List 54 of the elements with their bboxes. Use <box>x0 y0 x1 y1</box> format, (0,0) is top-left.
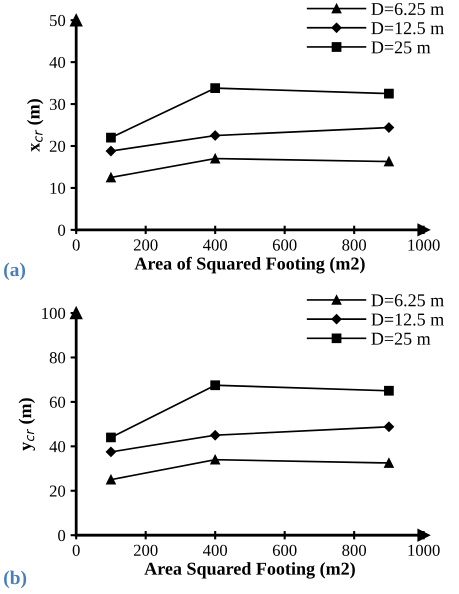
point <box>106 146 116 156</box>
point <box>106 474 116 485</box>
point <box>384 422 394 432</box>
point <box>210 380 220 390</box>
point <box>210 83 220 93</box>
x-tick-label: 0 <box>72 239 80 251</box>
y-tick-label: 0 <box>58 224 66 236</box>
point <box>384 156 394 166</box>
legend-label: D=6.25 m <box>371 2 444 16</box>
x-tick-label: 800 <box>342 544 366 556</box>
point <box>384 122 394 133</box>
point <box>384 88 394 98</box>
x-tick-label: 600 <box>272 239 297 251</box>
y-axis-title: y$_{cr}$ (m) <box>18 398 36 451</box>
point <box>210 154 220 164</box>
legend-label: D=25 m <box>371 41 430 54</box>
point <box>210 130 220 141</box>
y-tick-label: 50 <box>50 14 66 26</box>
text: (a) <box>4 262 26 280</box>
legend-label: D=12.5 m <box>371 22 444 34</box>
y-tick-label: 10 <box>50 182 66 194</box>
y-tick-label: 60 <box>50 396 66 408</box>
x-tick-label: 0 <box>72 544 80 556</box>
y-tick-label: 80 <box>50 352 66 364</box>
text: (b) <box>4 570 26 588</box>
x-tick-label: 400 <box>203 239 228 251</box>
point <box>384 458 394 468</box>
x-tick-label: 600 <box>272 544 297 556</box>
point <box>106 446 116 457</box>
legend-label: D=6.25 m <box>371 294 444 306</box>
y-tick-label: 20 <box>50 485 66 497</box>
x-tick-label: 1000 <box>408 239 440 251</box>
y-tick-label: 40 <box>49 56 66 68</box>
y-tick-label: 30 <box>50 98 66 110</box>
legend-label: D=12.5 m <box>371 313 444 326</box>
x-tick-label: 800 <box>342 239 366 251</box>
legend-label: D=25 m <box>371 332 430 345</box>
y-tick-label: 100 <box>42 308 66 319</box>
x-tick-label: 200 <box>134 544 158 556</box>
y-tick-label: 20 <box>50 140 66 152</box>
point <box>106 132 116 142</box>
x-tick-label: 1000 <box>408 544 440 556</box>
point <box>210 454 220 465</box>
x-tick-label: 400 <box>203 544 228 556</box>
y-tick-label: 40 <box>49 441 66 452</box>
x-axis-title: Area Squared Footing (m2) <box>144 562 355 579</box>
point <box>106 172 116 182</box>
point <box>106 432 116 442</box>
point <box>210 430 220 440</box>
y-axis-title: x$_{cr}$ (m) <box>26 99 44 152</box>
x-tick-label: 200 <box>134 239 158 251</box>
point <box>384 386 394 396</box>
x-axis-title: Area of Squared Footing (m2) <box>134 256 365 274</box>
y-tick-label: 0 <box>58 530 66 542</box>
